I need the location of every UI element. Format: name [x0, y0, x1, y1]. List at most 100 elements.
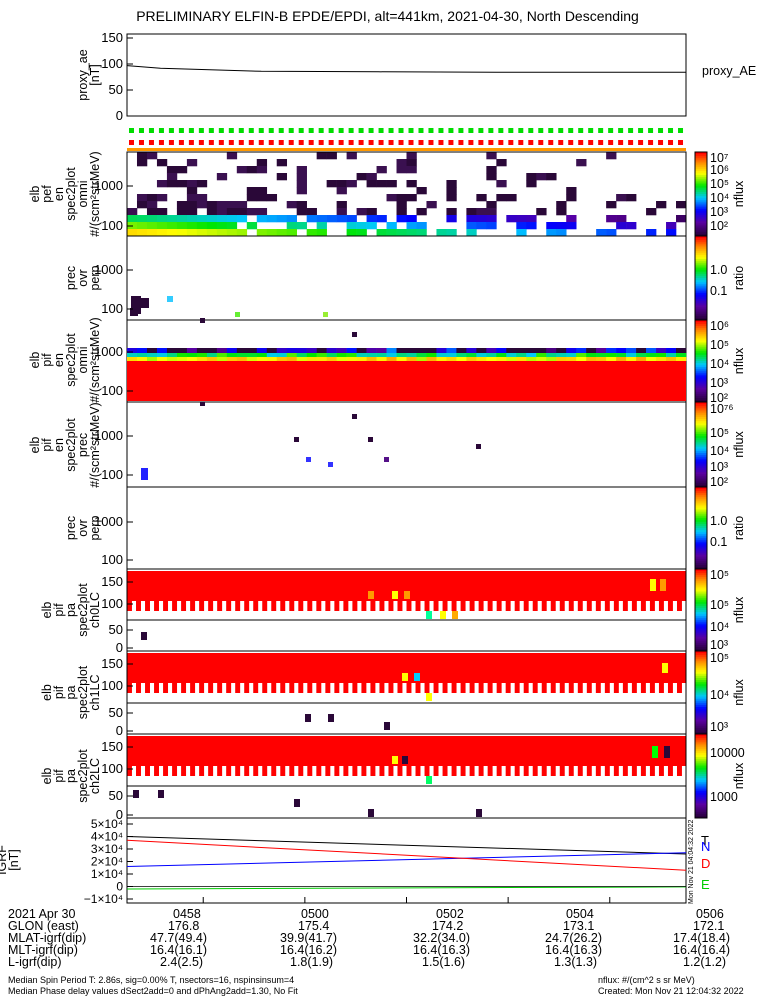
colorbar-segment: [695, 707, 707, 710]
row-value: 0502: [436, 907, 464, 921]
data-cell: [596, 348, 607, 353]
y-tick-label: 100: [101, 218, 123, 233]
data-cell: [616, 357, 627, 361]
data-cell: [556, 348, 567, 353]
y-tick-label: 50: [109, 622, 123, 637]
pa-stripe: [397, 683, 403, 693]
colorbar-segment: [695, 391, 707, 395]
data-cell: [566, 215, 577, 223]
data-cell: [656, 353, 667, 357]
data-cell: [416, 208, 427, 216]
data-cell: [316, 348, 327, 353]
colorbar-segment: [695, 373, 707, 376]
data-cell: [286, 353, 297, 357]
pa-stripe: [550, 683, 556, 693]
colorbar-segment: [695, 562, 707, 566]
y-tick-label: 1×10⁴: [91, 867, 123, 881]
pa-stripe: [226, 601, 232, 611]
y-tick-label: 50: [109, 788, 123, 803]
flag-green: [238, 128, 244, 133]
proxy-ae-line: [126, 65, 686, 73]
colorbar-segment: [695, 694, 707, 698]
data-cell: [296, 208, 307, 216]
y-tick-label: 50: [109, 82, 123, 97]
flag-red: [238, 140, 244, 145]
colorbar-segment: [695, 212, 707, 216]
data-cell: [146, 208, 158, 216]
colorbar-segment: [695, 761, 707, 764]
pa-stripe: [550, 601, 556, 611]
igrf-line-D: [126, 839, 687, 871]
colorbar-segment: [695, 210, 707, 214]
pa-stripe: [316, 766, 322, 776]
data-cell: [136, 194, 148, 202]
data-cell: [426, 348, 437, 353]
data-cell: [476, 348, 487, 353]
data-cell: [328, 714, 334, 722]
colorbar-segment: [695, 194, 707, 197]
data-cell: [326, 215, 337, 223]
colorbar-segment: [695, 542, 707, 545]
data-cell: [356, 357, 367, 361]
colorbar-tick-label: 10³: [710, 638, 728, 652]
data-cell: [156, 353, 168, 357]
colorbar-segment: [695, 271, 707, 275]
footer-created: Created: Mon Nov 21 12:04:32 2022: [598, 986, 744, 996]
pa-stripe: [154, 601, 160, 611]
data-cell: [186, 222, 198, 230]
colorbar-segment: [695, 648, 707, 652]
y-axis-label: pif: [40, 353, 54, 367]
data-cell: [336, 180, 347, 188]
colorbar-segment: [695, 663, 707, 667]
colorbar-segment: [695, 406, 707, 409]
pa-stripe: [352, 683, 358, 693]
data-cell: [146, 353, 158, 357]
pa-stripe: [289, 766, 295, 776]
proxy-ae-legend: proxy_AE: [702, 64, 756, 78]
colorbar-segment: [695, 700, 707, 704]
flag-green: [528, 128, 534, 133]
colorbar-segment: [695, 248, 707, 252]
pa-stripe: [298, 601, 304, 611]
pa-stripe: [361, 766, 367, 776]
data-cell: [286, 222, 297, 230]
colorbar-segment: [695, 750, 707, 754]
pa-stripe: [190, 601, 196, 611]
y-tick-label: 5×10⁴: [91, 817, 123, 831]
data-cell: [516, 357, 527, 361]
pa-stripe: [127, 601, 132, 611]
colorbar-segment: [695, 575, 707, 578]
pa-stripe: [631, 601, 637, 611]
data-cell: [576, 348, 587, 353]
data-cell: [496, 180, 507, 188]
data-cell: [376, 353, 387, 357]
colorbar-segment: [695, 280, 707, 283]
data-cell: [216, 208, 228, 216]
data-cell: [384, 722, 390, 730]
data-cell: [156, 222, 168, 230]
row-value: 174.2: [432, 919, 464, 933]
igrf-legend-E: E: [701, 877, 710, 892]
data-cell: [386, 180, 397, 188]
data-cell: [506, 357, 517, 361]
pa-stripe: [478, 601, 484, 611]
data-cell: [476, 444, 481, 449]
data-cell: [216, 348, 228, 353]
pa-stripe: [460, 683, 466, 693]
data-cell: [636, 357, 647, 361]
pa-stripe: [235, 601, 241, 611]
colorbar-segment: [695, 740, 707, 743]
data-cell: [146, 215, 158, 223]
row-value: 47.7(49.4): [150, 931, 207, 945]
flag-green: [678, 128, 684, 133]
colorbar-tick-label: 10⁵: [710, 598, 729, 612]
row-value: 176.8: [168, 919, 200, 933]
colorbar-segment: [695, 571, 707, 574]
data-cell: [466, 208, 477, 216]
colorbar-segment: [695, 702, 707, 706]
pa-stripe: [559, 683, 565, 693]
flag-green: [368, 128, 374, 133]
flag-green: [188, 128, 194, 133]
y-axis-label: elb: [40, 602, 54, 619]
data-cell: [566, 222, 577, 230]
